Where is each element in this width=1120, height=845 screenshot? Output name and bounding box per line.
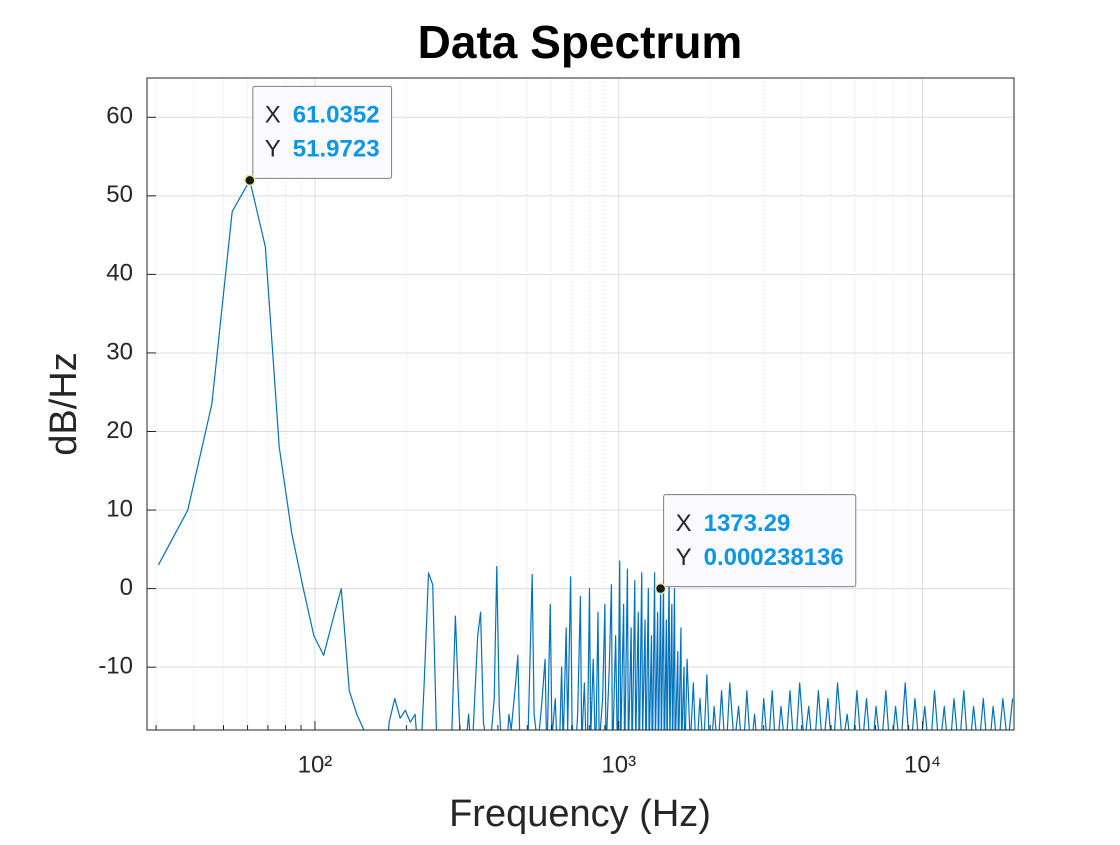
data-line (157, 179, 1014, 730)
grid (147, 78, 1015, 730)
x-tick-label: 10² (298, 751, 333, 778)
chart-title: Data Spectrum (418, 16, 743, 68)
datatip-label: X (676, 510, 692, 537)
datatip-value: 0.000238136 (704, 544, 844, 571)
datatip-marker (244, 174, 256, 187)
datatip-marker (654, 582, 667, 595)
y-tick-label: 20 (106, 417, 133, 444)
y-tick-label: 40 (106, 260, 133, 287)
datatip: X 61.0352 Y 51.9723 (244, 85, 393, 187)
datatip-value: 1373.29 (704, 510, 791, 537)
y-tick-label: -10 (98, 653, 133, 680)
datatip-value: 61.0352 (293, 102, 380, 129)
y-tick-label: 10 (106, 495, 133, 522)
datatip-label: Y (265, 136, 281, 163)
x-tick-label: 10⁴ (904, 751, 941, 778)
datatip-label: X (265, 102, 281, 129)
x-tick-label: 10³ (601, 751, 636, 778)
y-tick-label: 30 (106, 338, 133, 365)
datatip-box (252, 85, 393, 179)
datatip-box (663, 494, 857, 588)
ticks: 10² 10³ 10⁴ -10 0 10 20 30 40 50 60 (98, 103, 1015, 778)
y-tick-label: 0 (120, 574, 133, 601)
y-tick-label: 60 (106, 103, 133, 130)
y-axis-label: dB/Hz (43, 352, 85, 455)
axes-box (146, 77, 1015, 731)
datatip-label: Y (676, 544, 692, 571)
y-tick-label: 50 (106, 181, 133, 208)
datatip: X 1373.29 Y 0.000238136 (654, 494, 857, 595)
datatips: X 61.0352 Y 51.9723 X 1373.29 Y 0.000238136 (244, 85, 857, 595)
x-axis-label: Frequency (Hz) (449, 793, 711, 835)
plot (157, 179, 1014, 730)
datatip-value: 51.9723 (293, 136, 380, 163)
